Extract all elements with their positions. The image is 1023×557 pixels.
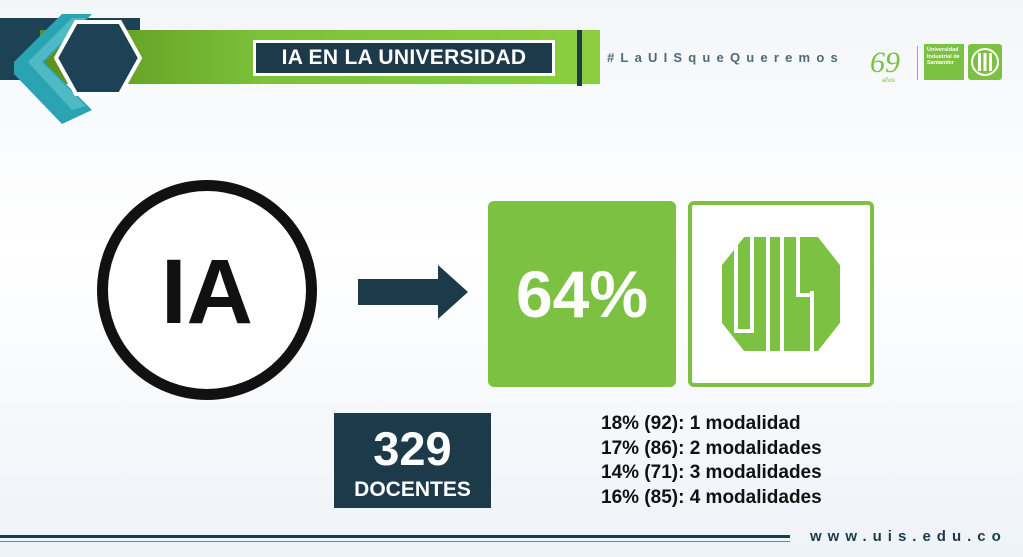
ia-text: IA — [161, 241, 253, 343]
modalidades-stats: 18% (92): 1 modalidad 17% (86): 2 modali… — [601, 412, 822, 510]
uis-logo-icon — [722, 237, 840, 351]
uis-logo-box — [688, 201, 874, 387]
header-divider — [577, 30, 582, 86]
footer-line — [0, 535, 790, 538]
stat-line: 14% (71): 3 modalidades — [601, 462, 822, 483]
anniversary-label: años — [882, 78, 895, 84]
percentage-box: 64% — [488, 201, 676, 387]
footer-url: www.uis.edu.co — [810, 528, 1007, 545]
ia-circle-logo: IA — [97, 180, 317, 400]
ia-letters: IA — [161, 241, 253, 343]
anniversary-logo: 69 años — [870, 46, 900, 84]
teal-chevron-icon — [14, 14, 92, 124]
uis-small-logo — [968, 44, 1002, 80]
arrow-right-icon — [358, 265, 468, 319]
stat-line: 17% (86): 2 modalidades — [601, 437, 822, 459]
anniversary-number: 69 — [870, 46, 900, 79]
docentes-label: DOCENTES — [354, 478, 471, 501]
footer-line-thin — [0, 541, 790, 542]
stat-line: 18% (92): 1 modalidad — [601, 413, 801, 434]
docentes-box: 329 DOCENTES — [334, 413, 491, 508]
logo-divider — [917, 46, 918, 80]
docentes-count: 329 — [373, 422, 452, 475]
hexagon-icon — [54, 20, 142, 96]
stat-line: 16% (85): 4 modalidades — [601, 486, 822, 508]
hashtag-text: #LaUISqueQueremos — [607, 50, 844, 65]
university-name-logo: Universidad Industrial de Santander — [924, 44, 964, 80]
page-title: IA EN LA UNIVERSIDAD — [253, 40, 555, 76]
